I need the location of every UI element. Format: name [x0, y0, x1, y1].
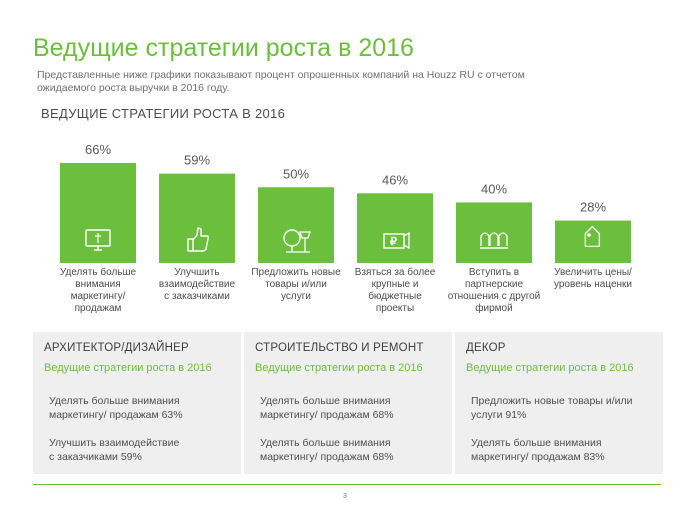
bar-value-label: 46%: [382, 172, 408, 187]
panel-item-line: маркетингу/ продажам 68%: [260, 451, 394, 463]
category-label: Увеличить цены/уровень наценки: [554, 267, 632, 290]
panel-item-line: Уделять больше внимания: [49, 395, 180, 407]
panel-decor: ДЕКОР Ведущие стратегии роста в 2016 Пре…: [455, 332, 663, 474]
panel-title: ДЕКОР: [466, 342, 506, 354]
computer-icon: [85, 229, 111, 251]
category-label: Взяться за более крупные и бюджетные проект…: [355, 266, 436, 314]
bar: [357, 193, 433, 263]
panel-item: Уделять больше внимания маркетингу/ прод…: [260, 436, 440, 464]
page-subtitle: Представленные ниже графики показывают п…: [37, 69, 597, 95]
panel-item-line: маркетингу/ продажам 68%: [260, 409, 394, 421]
panel-item-line: с заказчиками 59%: [49, 451, 142, 463]
bar: [159, 173, 235, 263]
panel-item-line: Предложить новые товары и/или: [471, 395, 633, 407]
panel-item-line: Уделять больше внимания: [471, 437, 602, 449]
panel-item: Уделять больше внимания маркетингу/ прод…: [260, 394, 440, 422]
bar-value-label: 50%: [283, 166, 309, 181]
panel-item: Улучшить взаимодействие с заказчиками 59…: [49, 436, 229, 464]
panel-item-line: Уделять больше внимания: [260, 437, 391, 449]
panel-title: АРХИТЕКТОР/ДИЗАЙНЕР: [44, 342, 189, 354]
money-handshake-icon: ₽: [383, 231, 410, 250]
price-tag-icon: [584, 225, 601, 248]
chart-title: ВЕДУЩИЕ СТРАТЕГИИ РОСТА В 2016: [41, 106, 286, 121]
panel-title: СТРОИТЕЛЬСТВО И РЕМОНТ: [255, 342, 424, 354]
thumbs-up-icon: [187, 227, 210, 252]
category-label: Предложить новые товары и/или услуги: [251, 267, 341, 302]
panel-architect-designer: АРХИТЕКТОР/ДИЗАЙНЕР Ведущие стратегии ро…: [33, 332, 241, 474]
subtitle-line-1: Представленные ниже графики показывают п…: [37, 69, 525, 81]
panel-construction-renovation: СТРОИТЕЛЬСТВО И РЕМОНТ Ведущие стратегии…: [244, 332, 452, 474]
panel-subtitle: Ведущие стратегии роста в 2016: [255, 362, 423, 374]
category-label: Улучшить взаимодействие с заказчиками: [159, 267, 236, 302]
partners-group-icon: [480, 232, 508, 249]
panel-item-line: Улучшить взаимодействие: [49, 437, 180, 449]
panel-item: Уделять больше внимания маркетингу/ прод…: [471, 436, 651, 464]
svg-text:₽: ₽: [390, 236, 397, 248]
panel-item-line: маркетингу/ продажам 63%: [49, 409, 183, 421]
bar-value-label: 28%: [580, 200, 606, 215]
page-title: Ведущие стратегии роста в 2016: [33, 34, 414, 62]
subtitle-line-2: ожидаемого роста выручки в 2016 году.: [37, 82, 230, 94]
panel-subtitle: Ведущие стратегии роста в 2016: [466, 362, 634, 374]
bar-value-label: 40%: [481, 181, 507, 196]
panel-item: Предложить новые товары и/или услуги 91%: [471, 394, 651, 422]
page-number: 3: [343, 493, 347, 500]
panel-item-line: маркетингу/ продажам 83%: [471, 451, 605, 463]
footer-divider: [33, 484, 661, 485]
panel-item: Уделять больше внимания маркетингу/ прод…: [49, 394, 229, 422]
category-label: Вступить в партнерские отношения с другой ф…: [448, 267, 541, 314]
panel-item-line: Уделять больше внимания: [260, 395, 391, 407]
category-label: Уделять больше внимания маркетингу/продажа…: [60, 266, 137, 314]
panel-item-line: услуги 91%: [471, 409, 527, 421]
bar: [258, 187, 334, 263]
bar-value-label: 59%: [184, 153, 210, 168]
bar-chart: 66% Уделять больше внимания маркетингу/прод…: [60, 142, 632, 314]
bar-value-label: 66%: [85, 142, 111, 157]
new-products-icon: [283, 229, 311, 253]
panel-subtitle: Ведущие стратегии роста в 2016: [44, 362, 212, 374]
